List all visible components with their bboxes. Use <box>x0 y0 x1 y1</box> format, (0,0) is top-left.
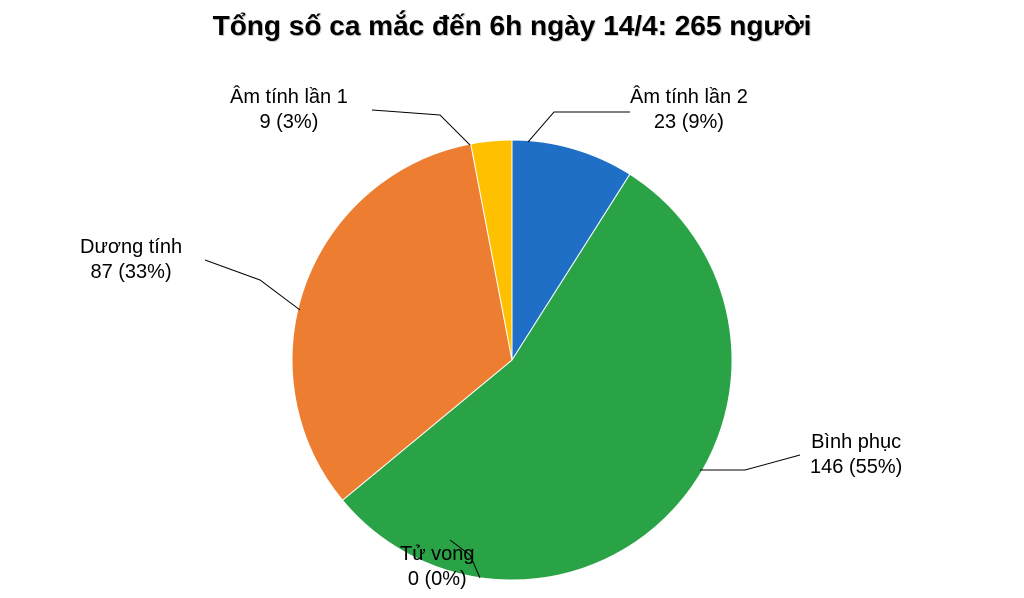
chart-container: Tổng số ca mắc đến 6h ngày 14/4: 265 ngư… <box>0 0 1024 598</box>
slice-label-value: 9 (3%) <box>230 110 348 135</box>
pie-chart: Âm tính lần 223 (9%) Bình phục146 (55%) Tử… <box>0 60 1024 598</box>
chart-title: Tổng số ca mắc đến 6h ngày 14/4: 265 ngư… <box>0 10 1024 42</box>
slice-label-name: Dương tính <box>80 235 182 260</box>
leader-line <box>528 112 630 142</box>
slice-label-name: Tử vong <box>400 542 475 567</box>
slice-label-value: 0 (0%) <box>400 567 475 592</box>
slice-label-value: 146 (55%) <box>810 455 902 480</box>
slice-label: Dương tính87 (33%) <box>80 235 182 285</box>
slice-label-name: Âm tính lần 2 <box>630 85 748 110</box>
slice-label-name: Bình phục <box>810 430 902 455</box>
leader-line <box>700 455 800 470</box>
leader-line <box>372 110 470 145</box>
pie-svg <box>0 60 1024 598</box>
slice-label: Âm tính lần 223 (9%) <box>630 85 748 135</box>
slice-label: Tử vong0 (0%) <box>400 542 475 592</box>
slice-label: Âm tính lần 19 (3%) <box>230 85 348 135</box>
leader-line <box>205 260 300 310</box>
slice-label: Bình phục146 (55%) <box>810 430 902 480</box>
slice-label-value: 87 (33%) <box>80 260 182 285</box>
slice-label-value: 23 (9%) <box>630 110 748 135</box>
slice-label-name: Âm tính lần 1 <box>230 85 348 110</box>
